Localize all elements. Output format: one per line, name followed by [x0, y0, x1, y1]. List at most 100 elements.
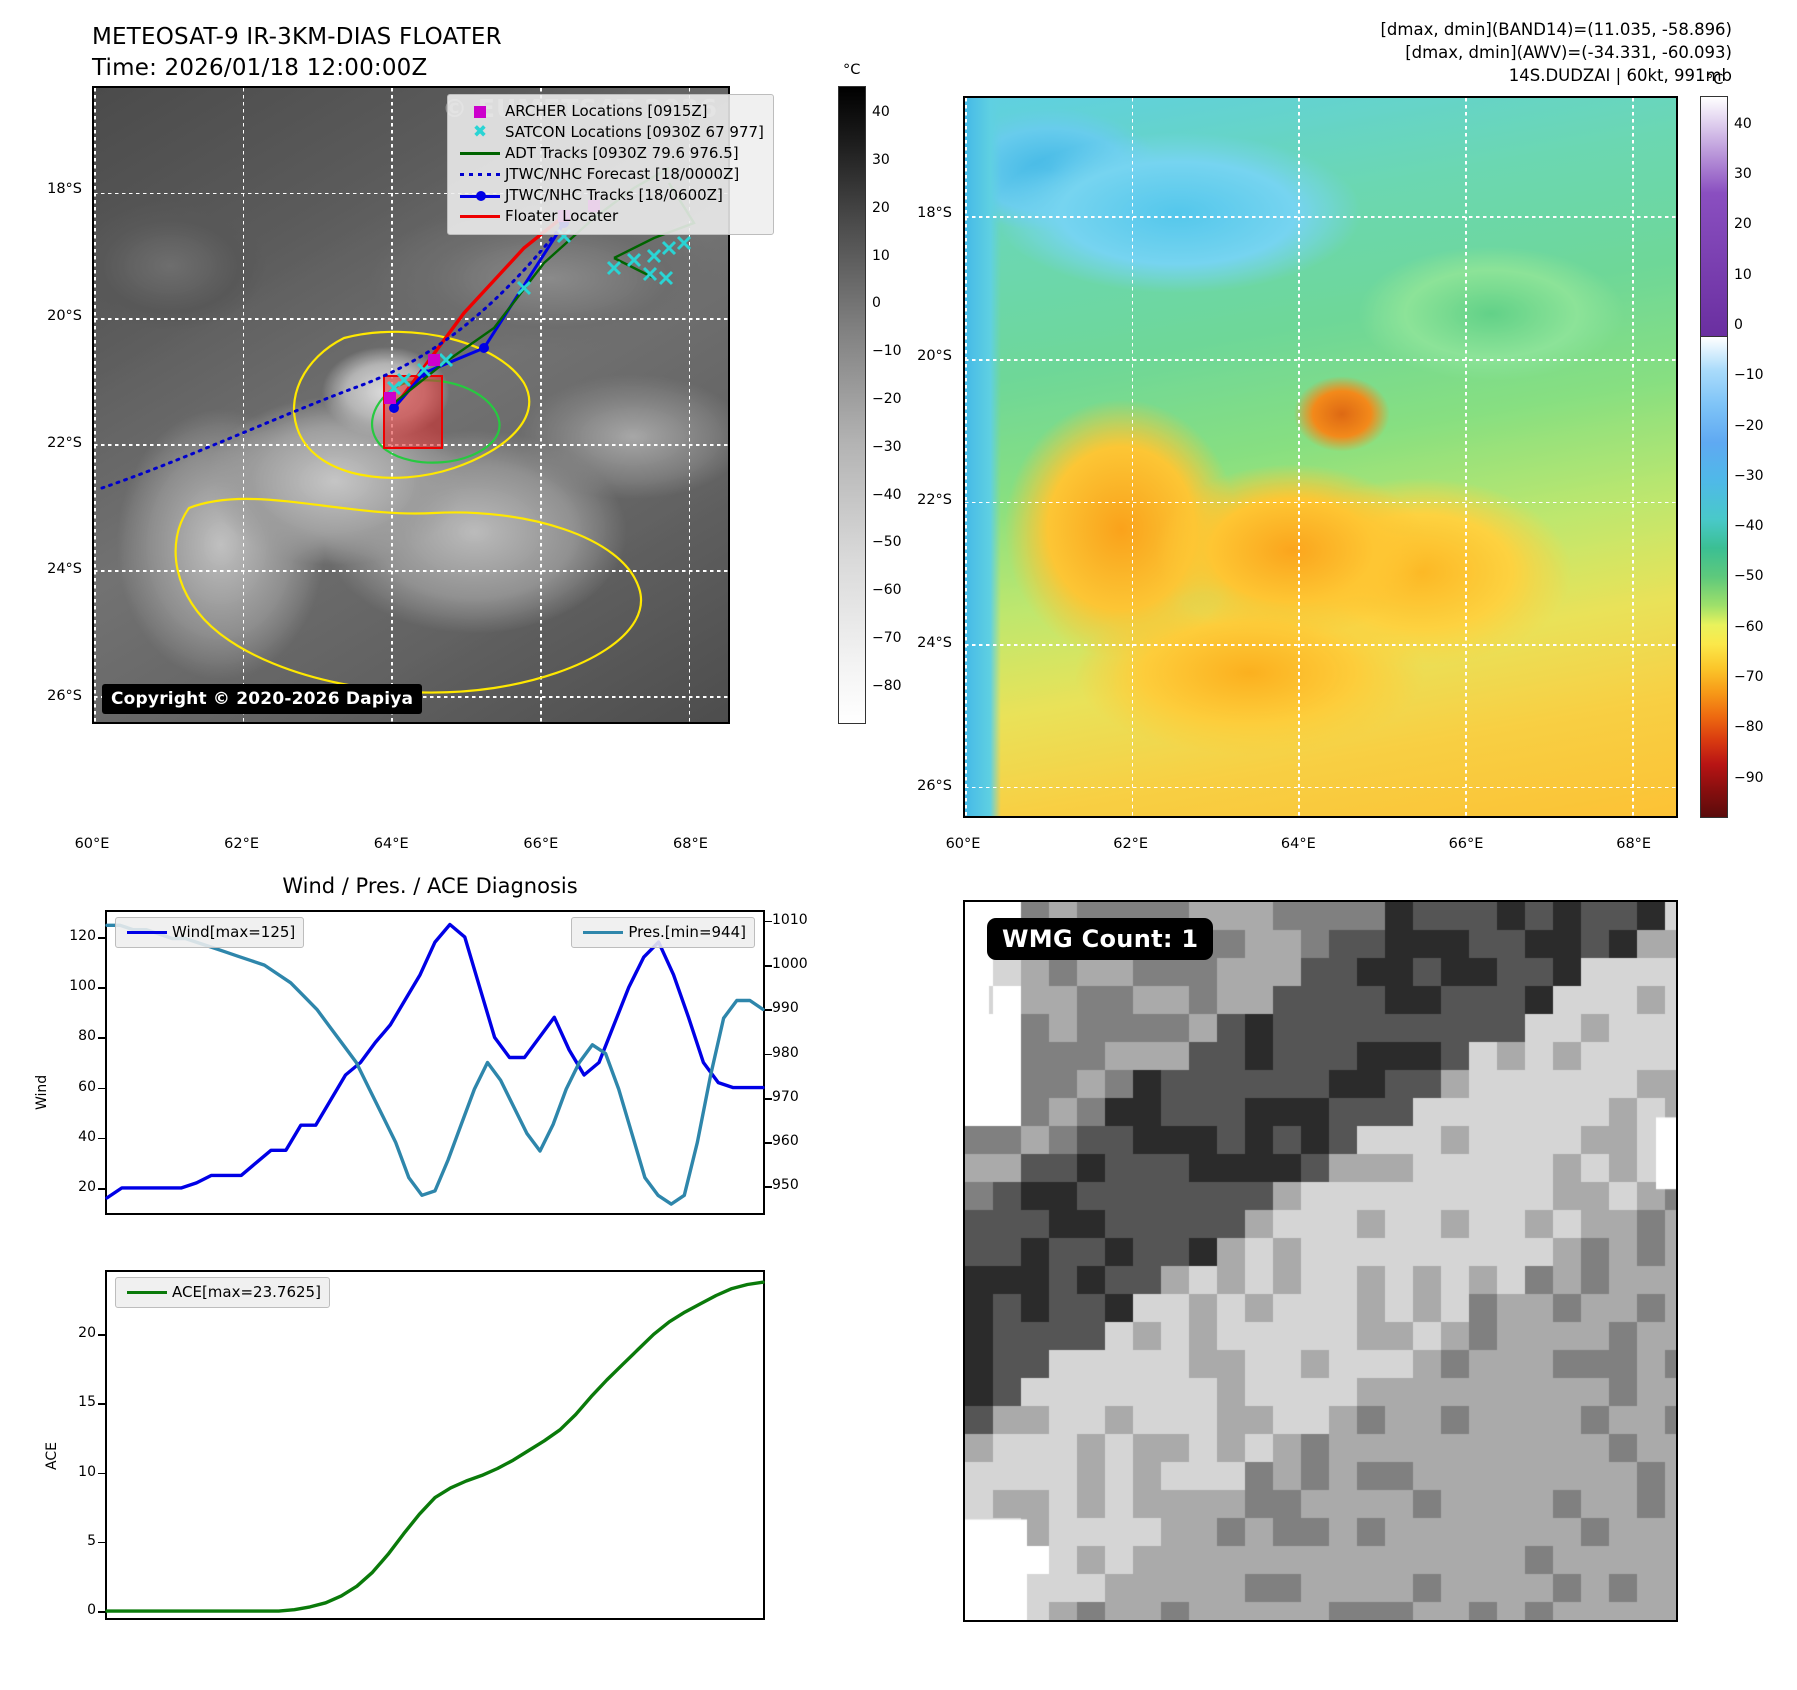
- wv-colorbar-top[interactable]: [1700, 96, 1728, 338]
- pressure-tick-label-4: 990: [772, 1000, 799, 1017]
- line-icon: [460, 215, 500, 218]
- series-wind-max-----: [105, 922, 765, 1200]
- ir-legend-label-0: ARCHER Locations [0915Z]: [505, 102, 708, 120]
- wv-lat-tick-4: 26°S: [917, 778, 952, 795]
- ir-lon-tick-1: 62°E: [224, 836, 260, 852]
- wv-lon-tick-0: 60°E: [945, 836, 981, 852]
- ir-lon-tick-3: 66°E: [523, 836, 559, 852]
- ir-colorbar[interactable]: [838, 86, 866, 724]
- ir-legend-row[interactable]: ✖ SATCON Locations [0930Z 67 977]: [457, 122, 764, 143]
- ir-legend-label-4: JTWC/NHC Tracks [18/0600Z]: [505, 186, 723, 204]
- pressure-tick-mark-5: [765, 965, 772, 967]
- colorbar-tick-3: 10: [872, 247, 890, 264]
- ir-legend-marker-4: [457, 185, 503, 206]
- wind-tick-mark-4: [98, 987, 105, 989]
- colorbar-tick-11: −70: [872, 629, 902, 646]
- ir-lon-tick-4: 68°E: [673, 836, 708, 852]
- colorbar-tick-0: 40: [1734, 115, 1752, 132]
- ir-floater-panel[interactable]: © EUMETSAT 2026 ARCHER Locations [0915Z]…: [92, 86, 774, 724]
- wv-lon-tick-2: 64°E: [1280, 836, 1316, 852]
- ace-legend-label: ACE[max=23.7625]: [172, 1283, 321, 1301]
- ir-legend-row[interactable]: Floater Locater: [457, 206, 764, 227]
- pressure-tick-mark-2: [765, 1097, 772, 1100]
- pressure-tick-label-3: 980: [772, 1044, 799, 1061]
- diagnosis-title: Wind / Pres. / ACE Diagnosis: [282, 874, 578, 898]
- satcon-marker-8: [646, 248, 662, 264]
- ace-tick-label-2: 10: [78, 1463, 96, 1480]
- series-pres--min-----: [105, 923, 765, 1206]
- ir-colorbar-unit: °C: [843, 62, 861, 78]
- satcon-marker-3: [438, 352, 454, 368]
- ir-legend-row[interactable]: JTWC/NHC Tracks [18/0600Z]: [457, 185, 764, 206]
- ir-legend-marker-3: [457, 164, 503, 185]
- colorbar-tick-5: −10: [1734, 367, 1764, 384]
- header-metadata: [dmax, dmin](BAND14)=(11.035, -58.896) […: [1032, 18, 1732, 87]
- wmg-panel[interactable]: WMG Count: 1: [963, 900, 1678, 1622]
- satcon-marker-1: [396, 372, 412, 388]
- colorbar-tick-13: −90: [1734, 769, 1764, 786]
- colorbar-tick-12: −80: [1734, 719, 1764, 736]
- ace-tick-label-1: 5: [87, 1532, 96, 1549]
- wv-colorbar[interactable]: [1700, 336, 1728, 818]
- title-line-2: Time: 2026/01/18 12:00:00Z: [92, 55, 428, 81]
- wind-tick-label-2: 60: [78, 1078, 96, 1095]
- colorbar-tick-4: 0: [1734, 316, 1743, 333]
- satcon-marker-12: [658, 270, 674, 286]
- ace-series: [105, 1280, 765, 1613]
- colorbar-tick-7: −30: [872, 438, 902, 455]
- wv-floater-panel[interactable]: [963, 96, 1678, 818]
- ir-legend[interactable]: ARCHER Locations [0915Z] ✖ SATCON Location…: [447, 94, 774, 235]
- wind-legend-label: Wind[max=125]: [172, 923, 296, 941]
- ir-legend-marker-1: ✖: [457, 122, 503, 143]
- jtwc-forecast-track: [100, 221, 566, 490]
- ace-plot[interactable]: ACE[max=23.7625]: [105, 1270, 765, 1620]
- satcon-marker-4: [516, 280, 532, 296]
- satcon-marker-9: [661, 240, 677, 256]
- ir-contour-yellow-1: [174, 497, 642, 694]
- colorbar-tick-11: −70: [1734, 669, 1764, 686]
- colorbar-tick-3: 10: [1734, 266, 1752, 283]
- wmg-mosaic-image: [965, 902, 1676, 1620]
- pressure-tick-label-6: 1010: [772, 911, 808, 928]
- ir-legend-marker-5: [457, 206, 503, 227]
- wv-lat-tick-2: 22°S: [917, 491, 952, 508]
- ace-tick-mark-1: [98, 1541, 105, 1544]
- colorbar-tick-2: 20: [872, 199, 890, 216]
- wind-tick-label-5: 120: [69, 928, 96, 945]
- x-marker-icon: ✖: [472, 122, 488, 142]
- ir-legend-label-2: ADT Tracks [0930Z 79.6 976.5]: [505, 144, 739, 162]
- ace-tick-label-3: 15: [78, 1394, 96, 1411]
- ir-legend-label-5: Floater Locater: [505, 207, 619, 225]
- ace-legend-swatch: [124, 1282, 170, 1303]
- ir-legend-row[interactable]: JTWC/NHC Forecast [18/0000Z]: [457, 164, 764, 185]
- colorbar-tick-1: 30: [1734, 165, 1752, 182]
- wind-tick-label-4: 100: [69, 978, 96, 995]
- jtwc-track-point-2: [479, 343, 489, 353]
- pressure-legend[interactable]: Pres.[min=944]: [571, 917, 755, 948]
- wind-legend-swatch: [124, 922, 170, 943]
- ir-legend-row[interactable]: ARCHER Locations [0915Z]: [457, 101, 764, 122]
- line-icon: [460, 152, 500, 155]
- wind-tick-mark-1: [98, 1137, 105, 1140]
- wind-pressure-plot[interactable]: Wind[max=125] Pres.[min=944]: [105, 910, 765, 1215]
- colorbar-tick-8: −40: [1734, 518, 1764, 535]
- pressure-legend-swatch: [580, 922, 626, 943]
- colorbar-tick-9: −50: [1734, 568, 1764, 585]
- wv-lat-tick-0: 18°S: [917, 205, 952, 222]
- satcon-marker-11: [642, 266, 658, 282]
- ace-tick-label-0: 0: [87, 1602, 96, 1619]
- ir-legend-row[interactable]: ADT Tracks [0930Z 79.6 976.5]: [457, 143, 764, 164]
- ir-legend-label-1: SATCON Locations [0930Z 67 977]: [505, 123, 764, 141]
- wind-tick-label-0: 20: [78, 1178, 96, 1195]
- colorbar-tick-1: 30: [872, 152, 890, 169]
- pressure-tick-mark-4: [765, 1009, 772, 1011]
- wind-tick-label-1: 40: [78, 1128, 96, 1145]
- ir-lat-tick-2: 22°S: [47, 434, 82, 451]
- wind-legend[interactable]: Wind[max=125]: [115, 917, 305, 948]
- ace-legend[interactable]: ACE[max=23.7625]: [115, 1277, 330, 1308]
- pressure-tick-label-0: 950: [772, 1177, 799, 1194]
- copyright-badge: Copyright © 2020-2026 Dapiya: [102, 684, 423, 714]
- pressure-tick-label-5: 1000: [772, 956, 808, 973]
- page-title: METEOSAT-9 IR-3KM-DIAS FLOATER Time: 202…: [92, 22, 502, 84]
